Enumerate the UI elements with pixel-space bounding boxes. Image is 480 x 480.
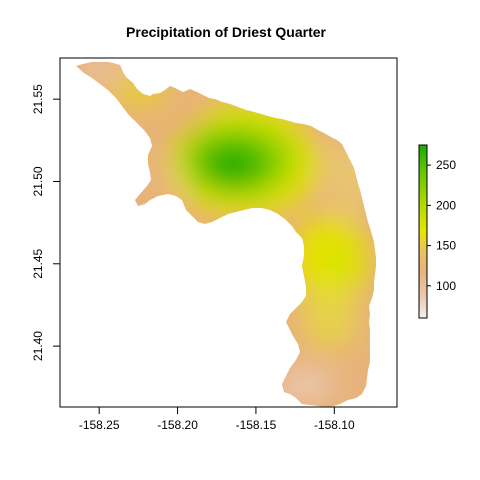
y-tick-label: 21.40 (31, 331, 45, 361)
legend-tick-label: 150 (436, 239, 456, 253)
x-tick-label: -158.10 (314, 418, 355, 432)
y-tick-label: 21.45 (31, 248, 45, 278)
y-axis: 21.40 21.45 21.50 21.55 (31, 84, 60, 361)
map-frame (59, 57, 398, 408)
legend-colorbar (418, 144, 428, 319)
legend-tick-label: 100 (436, 279, 456, 293)
x-tick-label: -158.20 (157, 418, 198, 432)
legend-tick-label: 250 (436, 158, 456, 172)
y-tick-label: 21.50 (31, 166, 45, 196)
raster-map (76, 62, 376, 407)
color-legend: 100 150 200 250 (418, 144, 456, 319)
legend-tick-label: 200 (436, 198, 456, 212)
chart-title: Precipitation of Driest Quarter (126, 24, 326, 40)
x-tick-label: -158.15 (236, 418, 277, 432)
x-tick-label: -158.25 (79, 418, 120, 432)
x-axis: -158.25 -158.20 -158.15 -158.10 (79, 407, 355, 432)
y-tick-label: 21.55 (31, 84, 45, 114)
